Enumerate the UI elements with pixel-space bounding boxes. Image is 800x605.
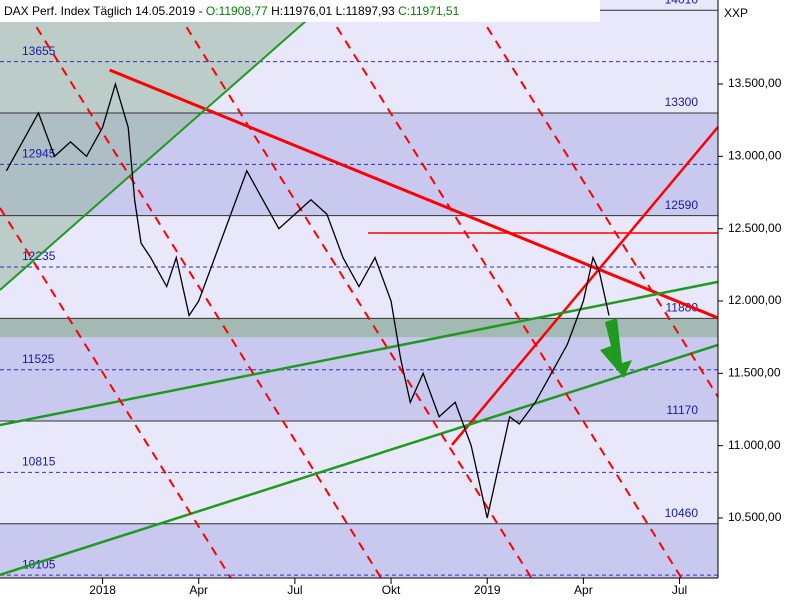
title-background [0, 0, 600, 22]
trend-line [18, 0, 382, 579]
x-tick-label: Apr [574, 583, 593, 597]
x-tick-label: 2018 [89, 583, 116, 597]
trend-line [0, 0, 331, 291]
axis-label: XXP [724, 6, 748, 20]
level-label: 11170 [666, 403, 698, 417]
trend-line [450, 126, 719, 446]
x-tick-label: 2019 [474, 583, 501, 597]
title-part: DAX Perf. Index Täglich 14.05.2019 - [4, 4, 206, 18]
support-zone [0, 318, 718, 338]
y-tick-label: 11.500,00 [728, 365, 781, 379]
level-label: 13300 [665, 95, 699, 109]
trend-line [109, 68, 719, 320]
plot-area: 1401013655133001294512590122351188011525… [0, 0, 719, 579]
y-tick-label: 12.500,00 [728, 221, 782, 235]
trend-line [0, 207, 232, 579]
x-tick-label: Jul [287, 583, 302, 597]
level-label: 13655 [22, 44, 56, 58]
level-label: 10815 [22, 455, 56, 469]
trend-line [168, 0, 533, 579]
y-tick-label: 13.500,00 [728, 76, 782, 90]
level-label: 11880 [666, 301, 699, 315]
level-label: 12590 [665, 198, 699, 212]
x-tick-label: Apr [189, 583, 208, 597]
x-tick-label: Jul [672, 583, 687, 597]
band [0, 523, 718, 578]
level-label: 12945 [22, 146, 56, 160]
level-label: 14010 [665, 0, 699, 6]
title-part: H:11976,01 L:11897,93 [268, 4, 398, 18]
y-tick-label: 12.000,00 [728, 293, 782, 307]
level-label: 11525 [22, 352, 55, 366]
title-part: C:11971,51 [398, 4, 459, 18]
chart-title: DAX Perf. Index Täglich 14.05.2019 - O:1… [4, 4, 460, 18]
y-tick-label: 13.000,00 [728, 149, 782, 163]
y-tick-label: 11.000,00 [728, 438, 781, 452]
trend-line [319, 0, 683, 579]
title-part: O:11908,77 [206, 4, 268, 18]
y-tick-label: 10.500,00 [728, 510, 782, 524]
trend-line [469, 0, 719, 398]
trend-line [0, 343, 719, 577]
level-label: 10460 [665, 506, 699, 520]
price-line [5, 81, 610, 519]
x-tick-label: Okt [382, 583, 401, 597]
arrow [600, 318, 632, 378]
